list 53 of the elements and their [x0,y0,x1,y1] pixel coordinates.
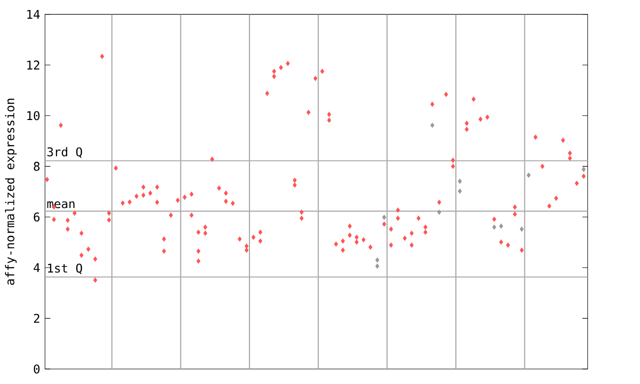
point [430,122,434,128]
y-tick-label: 8 [34,162,40,171]
y-tick-label: 6 [34,212,40,222]
point [196,258,200,264]
point [340,248,345,253]
y-tick-label: 14 [27,10,40,19]
point [327,118,332,123]
point [300,216,304,221]
point [582,166,586,172]
point [458,178,462,184]
point [410,242,414,248]
point [382,214,386,220]
point [568,156,572,161]
point [389,242,394,248]
point [155,200,160,205]
y-tick-label: 0 [34,364,40,374]
point [93,278,98,283]
point [258,238,262,244]
point [512,212,517,217]
ref-line-label: 1st Q [48,264,82,274]
point [141,192,146,198]
point [450,164,455,169]
point [190,212,194,218]
point [526,172,531,178]
point [375,264,380,269]
ref-line-label: 3rd Q [47,147,82,158]
y-axis-title: affy-normalized expression [5,98,17,285]
point [520,226,524,232]
point [272,74,276,79]
y-tick-label: 12 [27,60,40,70]
point [348,232,352,238]
point [458,188,462,194]
point [52,216,56,222]
point [66,226,70,232]
point [244,248,249,253]
y-tick-label: 4 [34,263,40,272]
point [79,252,84,258]
point [196,248,200,254]
y-tick-label: 10 [27,111,40,120]
point [292,182,297,188]
point [437,210,442,215]
point [162,248,166,254]
point [354,234,359,240]
point [396,216,400,221]
y-tick-label: 2 [34,314,40,323]
point [203,230,208,236]
point [375,258,380,263]
point [224,198,228,204]
point [464,126,469,132]
point [499,224,504,229]
point [423,230,428,235]
point [492,224,496,230]
ref-line-label: mean [47,201,74,208]
